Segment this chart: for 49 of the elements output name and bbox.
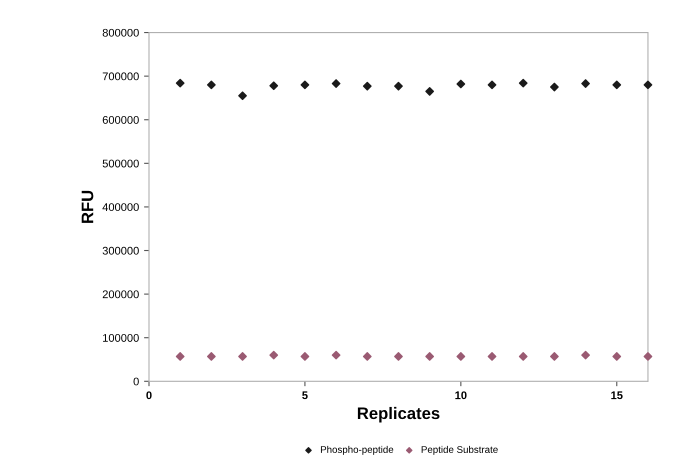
point <box>488 352 496 361</box>
x-tick-label: 10 <box>455 391 467 400</box>
point <box>300 352 310 361</box>
x-tick-label: 0 <box>146 391 152 400</box>
point <box>176 352 185 361</box>
point <box>300 80 310 90</box>
point <box>394 352 403 361</box>
point <box>269 81 278 90</box>
point <box>550 82 559 92</box>
point <box>332 79 340 88</box>
legend-label: Peptide Substrate <box>422 446 498 455</box>
x-tick-label: 15 <box>611 391 623 400</box>
point <box>488 80 496 90</box>
point <box>612 80 622 90</box>
y-tick-label: 400000 <box>102 203 139 212</box>
point <box>206 80 216 90</box>
point <box>332 350 340 360</box>
y-tick-label: 300000 <box>102 246 139 255</box>
point <box>394 82 403 91</box>
point <box>518 78 528 88</box>
point <box>176 78 185 88</box>
point <box>238 91 247 100</box>
point <box>206 352 216 361</box>
y-axis-title: RFU <box>82 190 94 223</box>
point <box>644 352 652 361</box>
point <box>269 350 278 360</box>
x-tick-label: 5 <box>302 391 308 400</box>
y-tick-label: 100000 <box>103 334 139 342</box>
point <box>550 352 559 361</box>
legend-label: Phospho-peptide <box>320 446 394 455</box>
point <box>518 352 528 361</box>
point <box>362 82 372 91</box>
point <box>581 350 590 360</box>
point <box>456 352 466 361</box>
point <box>644 80 652 90</box>
point <box>456 80 466 88</box>
point <box>581 79 590 88</box>
y-tick-label: 0 <box>134 378 139 386</box>
y-tick-label: 500000 <box>102 160 139 168</box>
x-axis-title: Replicates <box>358 406 440 422</box>
y-tick-label: 800000 <box>102 28 139 37</box>
y-tick-label: 700000 <box>102 72 139 80</box>
point <box>425 87 434 96</box>
point <box>612 352 622 361</box>
y-tick-label: 600000 <box>102 116 139 124</box>
point <box>238 352 247 361</box>
point <box>425 352 434 361</box>
y-tick-label: 200000 <box>102 290 139 298</box>
point <box>362 352 372 361</box>
